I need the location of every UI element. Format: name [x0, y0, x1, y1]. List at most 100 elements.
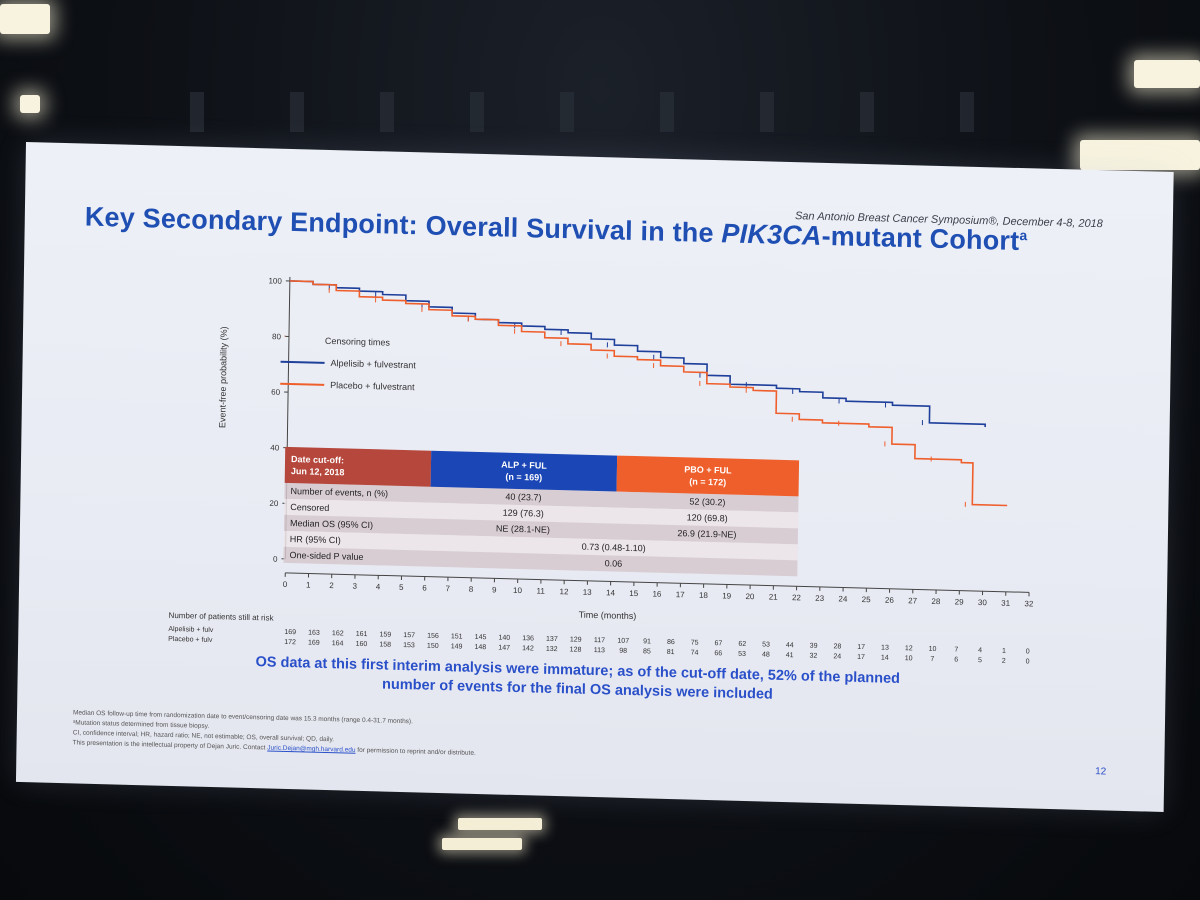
risk-value: 162	[331, 629, 344, 637]
x-tick-label: 32	[1024, 599, 1034, 608]
risk-value: 142	[522, 644, 534, 652]
y-tick-label: 40	[270, 443, 280, 452]
risk-value: 107	[617, 637, 630, 645]
x-tick-label: 0	[283, 580, 288, 589]
risk-value: 172	[284, 638, 296, 646]
x-tick-label: 14	[606, 588, 616, 597]
placebo-curve	[289, 280, 1008, 507]
x-tick-label: 5	[399, 583, 404, 592]
arm1-line1: ALP + FUL	[501, 459, 547, 471]
risk-value: 10	[904, 654, 913, 662]
row-label: Number of events, n (%)	[290, 486, 389, 499]
y-tick-label: 100	[268, 276, 282, 285]
y-tick-label: 80	[272, 332, 282, 341]
x-tick-label: 11	[537, 586, 546, 595]
x-tick-label: 27	[908, 596, 918, 605]
risk-value: 145	[474, 633, 487, 641]
risk-value: 75	[690, 639, 699, 647]
arm2-line1: PBO + FUL	[684, 464, 732, 476]
x-tick-label: 23	[815, 594, 825, 603]
row-value-arm1: 40 (23.7)	[505, 491, 542, 503]
hr-label: HR (95% CI)	[289, 534, 341, 546]
ceiling-truss	[470, 92, 484, 132]
legend-placebo-label: Placebo + fulvestrant	[330, 380, 415, 393]
ceiling-light-small	[20, 95, 40, 113]
x-tick-label: 10	[513, 586, 523, 595]
risk-value: 4	[978, 646, 983, 654]
risk-value: 169	[307, 639, 320, 647]
risk-value: 39	[809, 642, 818, 650]
risk-value: 17	[857, 653, 865, 661]
cutoff-line1: Date cut-off:	[290, 454, 345, 466]
risk-value: 98	[619, 647, 628, 655]
risk-value: 128	[569, 645, 582, 654]
risk-value: 113	[593, 646, 605, 654]
risk-value: 151	[450, 632, 463, 641]
stage-light	[458, 818, 542, 830]
y-tick-label: 60	[271, 388, 281, 397]
arm2-line2: (n = 172)	[689, 476, 727, 488]
contact-email-link[interactable]: Juric.Dejan@mgh.harvard.edu	[267, 744, 356, 754]
ceiling-truss	[190, 92, 204, 132]
risk-value: 91	[643, 637, 652, 646]
ceiling-truss	[560, 92, 574, 132]
x-tick-label: 24	[838, 594, 848, 603]
stage-light	[442, 838, 522, 850]
x-tick-label: 17	[676, 590, 686, 599]
row-value-arm1: NE (28.1-NE)	[495, 523, 551, 535]
risk-value: 62	[738, 640, 747, 648]
risk-value: 6	[954, 655, 959, 664]
risk-value: 136	[522, 634, 535, 642]
x-tick-label: 30	[978, 598, 988, 607]
risk-value: 28	[833, 642, 842, 650]
risk-value: 81	[666, 648, 675, 656]
risk-value: 17	[857, 643, 866, 651]
x-tick-label: 18	[699, 591, 709, 600]
row-value-arm1: 129 (76.3)	[502, 507, 544, 519]
risk-value: 48	[761, 650, 770, 659]
risk-value: 147	[498, 644, 511, 652]
risk-value: 158	[379, 640, 392, 649]
x-tick-label: 4	[376, 582, 381, 591]
row-label: Median OS (95% CI)	[289, 518, 374, 531]
risk-value: 161	[355, 630, 368, 638]
risk-value: 140	[498, 634, 511, 642]
x-tick-label: 6	[422, 584, 427, 593]
risk-value: 149	[450, 642, 463, 651]
x-tick-label: 25	[862, 595, 872, 604]
ceiling-truss	[860, 92, 874, 132]
x-axis-label: Time (months)	[578, 609, 637, 622]
alpelisib-curve	[289, 280, 986, 428]
risk-value: 117	[593, 636, 606, 644]
risk-value: 2	[1001, 657, 1006, 665]
risk-value: 150	[426, 642, 439, 650]
risk-value: 66	[714, 649, 723, 657]
risk-value: 53	[762, 640, 770, 649]
risk-value: 159	[379, 630, 392, 639]
risk-value: 148	[474, 643, 487, 651]
risk-value: 1	[1001, 647, 1006, 655]
risk-value: 156	[427, 632, 439, 640]
risk-value: 44	[785, 641, 794, 649]
cutoff-header: Date cut-off: Jun 12, 2018	[284, 446, 432, 487]
x-tick-label: 2	[329, 581, 334, 590]
legend-censoring-label: Censoring times	[324, 335, 391, 348]
ceiling-light-left	[0, 4, 50, 34]
x-tick-label: 28	[931, 597, 941, 606]
legend-swatch-placebo	[280, 382, 325, 386]
risk-value: 41	[785, 651, 794, 659]
risk-value: 85	[642, 647, 651, 656]
risk-value: 14	[880, 654, 889, 662]
risk-value: 0	[1025, 647, 1030, 655]
censor-mark-icon: ˈ	[282, 332, 288, 347]
arm2-header: PBO + FUL (n = 172)	[616, 455, 800, 497]
cutoff-line2: Jun 12, 2018	[290, 466, 345, 478]
page-number: 12	[1095, 766, 1107, 778]
x-tick-label: 16	[652, 590, 662, 599]
chart-legend: ˈ Censoring times Alpelisib + fulvestran…	[280, 329, 416, 399]
risk-value: 163	[308, 629, 320, 637]
ceiling-truss	[760, 92, 774, 132]
risk-value: 86	[666, 638, 675, 646]
x-tick-label: 29	[955, 597, 965, 606]
